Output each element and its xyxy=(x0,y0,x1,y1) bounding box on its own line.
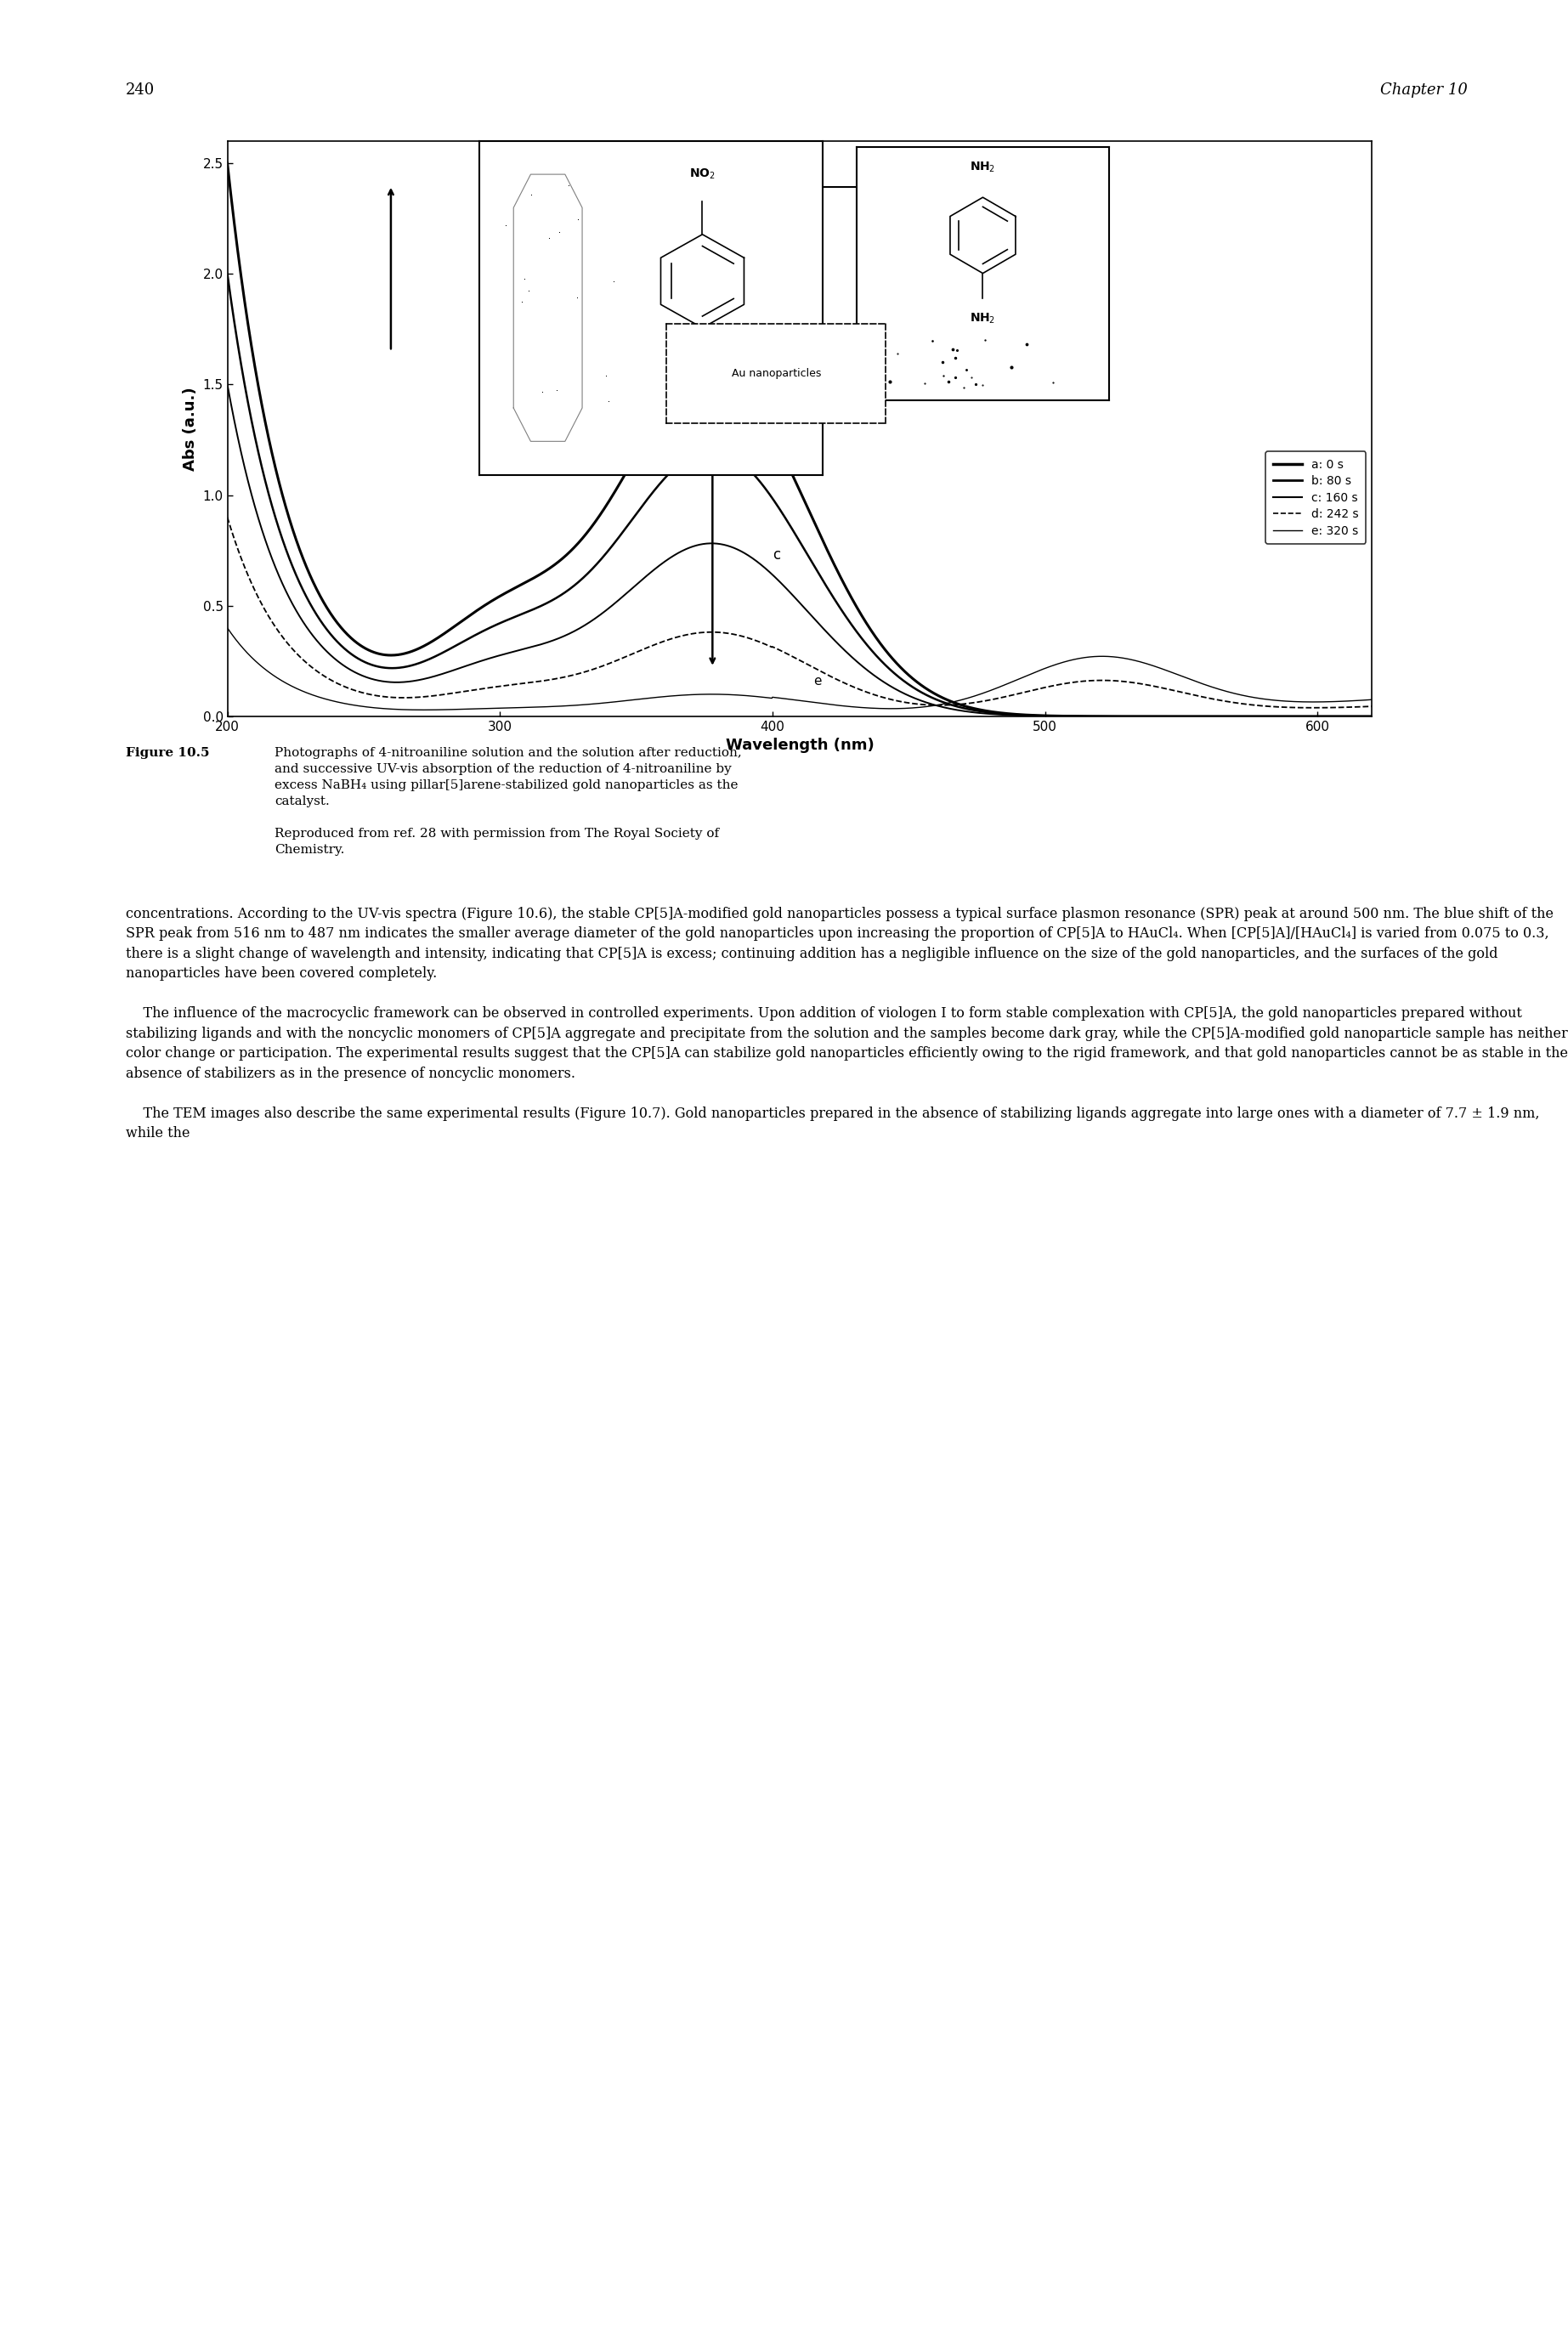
X-axis label: Wavelength (nm): Wavelength (nm) xyxy=(726,738,873,754)
Text: c: c xyxy=(773,547,781,561)
Legend: a: 0 s, b: 80 s, c: 160 s, d: 242 s, e: 320 s: a: 0 s, b: 80 s, c: 160 s, d: 242 s, e: … xyxy=(1265,451,1366,545)
Text: Photographs of 4-nitroaniline solution and the solution after reduction,
and suc: Photographs of 4-nitroaniline solution a… xyxy=(274,747,742,855)
Text: concentrations. According to the UV-vis spectra (Figure 10.6), the stable CP[5]A: concentrations. According to the UV-vis … xyxy=(125,907,1568,1142)
Text: Chapter 10: Chapter 10 xyxy=(1380,82,1468,99)
Text: 240: 240 xyxy=(125,82,155,99)
Text: Au nanoparticles: Au nanoparticles xyxy=(731,369,822,378)
Text: Figure 10.5: Figure 10.5 xyxy=(125,747,209,759)
Y-axis label: Abs (a.u.): Abs (a.u.) xyxy=(183,388,198,470)
Text: a: a xyxy=(745,366,754,381)
Text: b: b xyxy=(759,449,768,465)
Text: e: e xyxy=(814,674,822,688)
